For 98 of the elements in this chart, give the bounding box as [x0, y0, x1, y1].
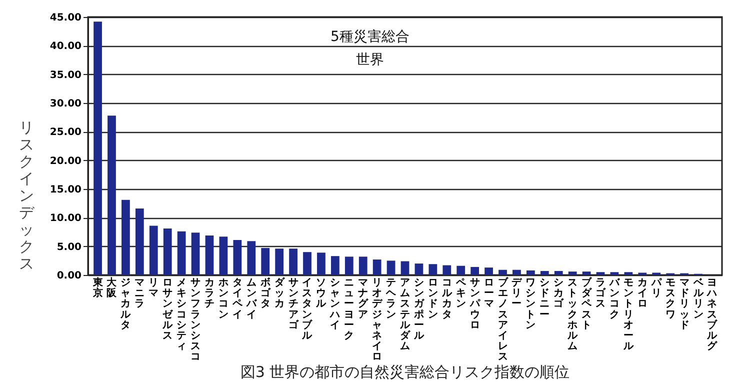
- y-tick-label: 20.00: [50, 156, 82, 167]
- x-tick-label: メキシコシティ: [176, 278, 187, 352]
- annotation: 5種災害総合: [330, 29, 410, 45]
- x-tick-label: ワシントン: [526, 278, 536, 331]
- bar: [526, 270, 535, 275]
- x-tick-label: テヘラン: [385, 278, 398, 320]
- x-tick-label: リマ: [148, 278, 159, 300]
- x-tick-label: サンチアゴ: [288, 278, 300, 331]
- bar: [596, 272, 605, 275]
- y-tick-label: 40.00: [50, 41, 82, 52]
- y-tick-label: 35.00: [50, 70, 82, 81]
- x-tick-label: イスタンブル: [301, 278, 314, 342]
- bar: [344, 256, 354, 275]
- bar: [135, 208, 144, 275]
- bar: [233, 240, 242, 275]
- x-tick-label: シンガポール: [412, 278, 425, 342]
- x-tick-label: ヨハネスブルグ: [706, 278, 718, 352]
- x-tick-label: ボゴタ: [259, 276, 272, 310]
- bar: [582, 272, 591, 275]
- y-tick-label: 25.00: [50, 127, 82, 138]
- x-tick-label: タイペイ: [231, 278, 244, 320]
- y-tick-label: 45.00: [50, 12, 82, 24]
- x-tick-label: マドリッド: [679, 278, 690, 331]
- x-tick-label: シカゴ: [554, 278, 565, 310]
- x-tick-label: マナグア: [358, 278, 370, 320]
- x-tick-label: サンパウロ: [468, 278, 481, 331]
- x-tick-label: ローマ: [484, 278, 494, 310]
- x-tick-label: ラゴス: [596, 278, 607, 310]
- bar: [247, 241, 256, 275]
- bar: [177, 231, 186, 275]
- bar: [554, 270, 563, 275]
- x-tick-label: ロサンゼルス: [162, 278, 174, 342]
- bar: [484, 268, 493, 275]
- y-tick-label: 5.00: [56, 242, 82, 253]
- bar: [372, 260, 382, 275]
- x-tick-label: 大阪: [106, 276, 118, 300]
- y-tick-label: 30.00: [50, 98, 82, 110]
- bar: [456, 266, 466, 275]
- bar: [94, 22, 102, 275]
- bar: [610, 272, 619, 275]
- text: 図3 世界の都市の自然災害総合リスク指数の順位: [240, 363, 570, 382]
- x-tick-label: バンコク: [608, 278, 620, 320]
- x-tick-label: サンフランシスコ: [190, 278, 201, 363]
- y-tick-label: 10.00: [50, 213, 82, 224]
- bar: [219, 236, 228, 275]
- bar: [568, 272, 577, 275]
- x-tick-label: カラチ: [204, 278, 214, 310]
- bar: [261, 248, 270, 275]
- bar: [624, 272, 633, 275]
- y-tick-label: 0.00: [56, 270, 82, 282]
- x-tick-label: デリー: [512, 278, 523, 310]
- bar: [498, 270, 507, 275]
- x-tick-label: ベルリン: [692, 278, 704, 320]
- y-tick-label: 15.00: [50, 184, 82, 196]
- x-tick-label: ジャカルタ: [120, 278, 132, 331]
- x-tick-label: カイロ: [637, 278, 648, 310]
- bar: [400, 261, 410, 275]
- x-tick-label: ストックホルム: [566, 278, 579, 352]
- x-tick-label: ニューヨーク: [344, 278, 354, 342]
- x-tick-label: リオデジャネイロ: [372, 278, 384, 363]
- bar: [358, 256, 368, 275]
- x-tick-label: アムステルダム: [399, 278, 411, 352]
- bar: [470, 266, 480, 275]
- bar: [414, 264, 424, 275]
- bar: [428, 264, 438, 275]
- x-tick-label: ムンバイ: [245, 278, 258, 320]
- x-tick-label: パリ: [650, 278, 662, 300]
- x-tick-label: シドニー: [540, 278, 550, 320]
- bar: [108, 116, 116, 275]
- x-tick-label: ロンドン: [428, 278, 438, 320]
- bar: [303, 252, 312, 275]
- x-tick-label: ペキン: [454, 278, 467, 310]
- bar: [540, 270, 549, 275]
- bar: [122, 200, 130, 275]
- annotation: 世界: [356, 52, 384, 68]
- bar: [289, 248, 298, 275]
- bar: [442, 265, 452, 275]
- x-tick-label: ホンコン: [217, 278, 228, 320]
- bar: [330, 256, 340, 275]
- bar: [386, 260, 396, 275]
- bar: [191, 232, 200, 275]
- bar: [205, 235, 214, 275]
- x-tick-label: 東京: [92, 276, 104, 300]
- bar: [149, 226, 158, 275]
- x-tick-label: ソウル: [315, 278, 328, 310]
- x-tick-label: モスクワ: [665, 278, 676, 320]
- x-tick-label: ブエノスアイレス: [498, 276, 509, 363]
- x-tick-label: ダッカ: [274, 276, 286, 310]
- bar: [317, 252, 326, 275]
- x-tick-label: コルカタ: [440, 278, 453, 320]
- bar: [163, 228, 172, 275]
- x-tick-label: ブダペスト: [580, 276, 593, 331]
- x-tick-label: マニラ: [134, 278, 145, 310]
- bar: [512, 270, 521, 275]
- bar: [275, 248, 284, 275]
- x-tick-label: モントリオール: [622, 278, 634, 352]
- x-tick-label: シャンハイ: [329, 278, 340, 331]
- text: リスクインデックス: [19, 118, 34, 272]
